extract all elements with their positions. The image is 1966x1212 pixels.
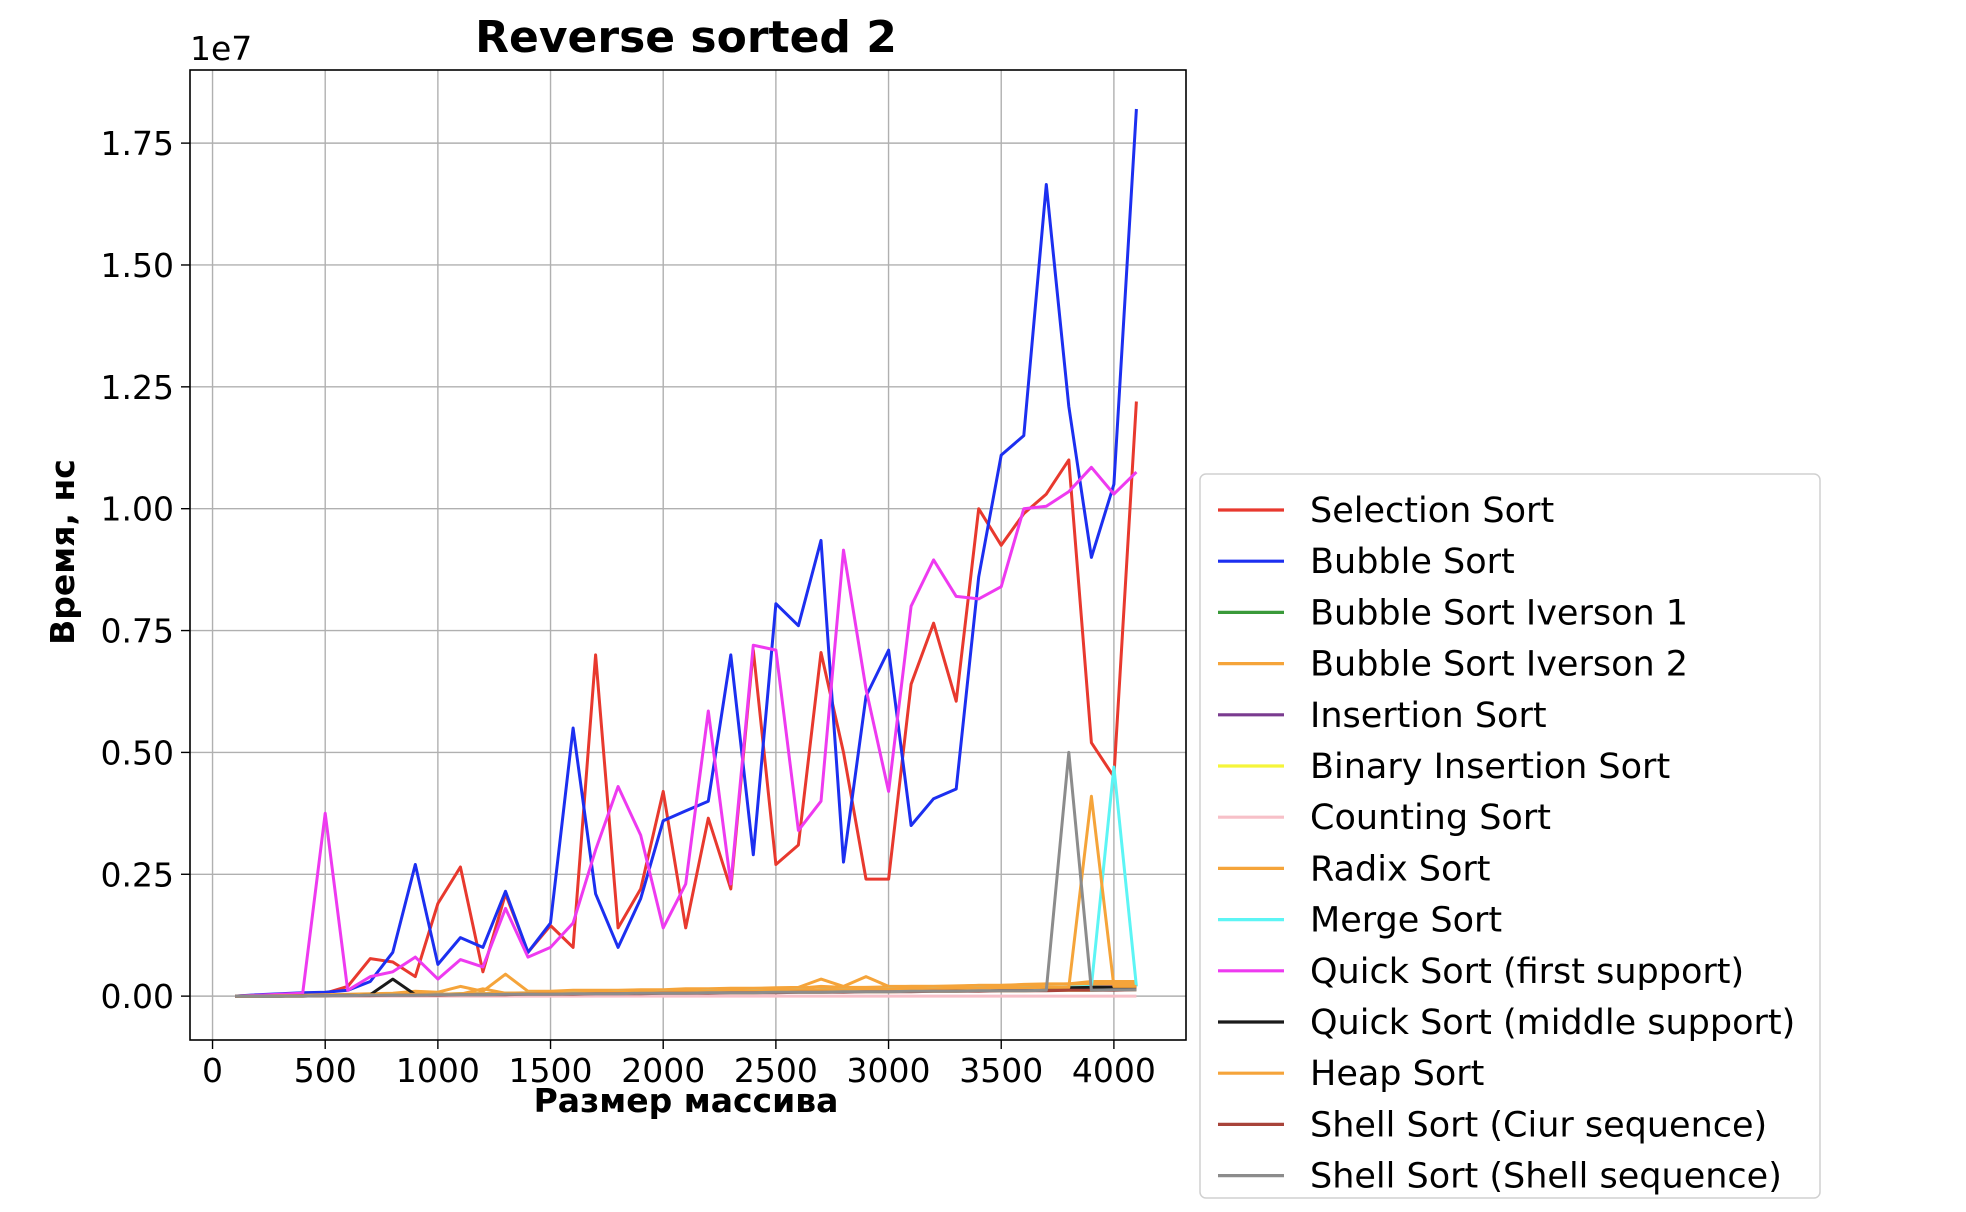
legend-label: Bubble Sort Iverson 1 [1310, 593, 1688, 633]
series-layer [235, 108, 1138, 998]
legend-label: Bubble Sort Iverson 2 [1310, 645, 1688, 685]
plot-frame [189, 69, 1187, 1041]
legend-label: Radix Sort [1310, 849, 1491, 889]
legend-label: Counting Sort [1310, 798, 1551, 838]
y-tick-label: 0.50 [101, 733, 174, 772]
legend: Selection Sort Bubble Sort Bubble Sort Ive… [1199, 473, 1821, 1199]
chart-title: Reverse sorted 2 [475, 12, 897, 63]
x-axis: 0 500 1000 1500 2000 2500 3000 3500 4000 [202, 1040, 1156, 1090]
y-tick-label: 1.00 [101, 490, 174, 529]
legend-label: Insertion Sort [1310, 696, 1547, 736]
legend-label: Quick Sort (middle support) [1310, 1003, 1795, 1043]
y-scale-label: 1e7 [190, 29, 252, 68]
y-tick-label: 1.50 [101, 246, 174, 285]
legend-label: Shell Sort (Ciur sequence) [1310, 1105, 1767, 1145]
y-tick-label: 0.75 [101, 612, 174, 651]
y-tick-label: 0.00 [101, 977, 174, 1016]
y-tick-label: 0.25 [101, 855, 174, 894]
series-line [235, 108, 1138, 998]
x-tick-label: 4000 [1072, 1051, 1156, 1090]
legend-label: Shell Sort (Shell sequence) [1310, 1157, 1782, 1197]
legend-box [1199, 473, 1821, 1199]
y-tick-label: 1.25 [101, 368, 174, 407]
x-tick-label: 3000 [847, 1051, 931, 1090]
x-tick-label: 2500 [734, 1051, 818, 1090]
series-line [235, 465, 1138, 998]
legend-label: Selection Sort [1310, 491, 1554, 531]
x-tick-label: 2000 [621, 1051, 705, 1090]
legend-label: Quick Sort (first support) [1310, 952, 1744, 992]
x-tick-label: 1000 [396, 1051, 480, 1090]
x-tick-label: 3500 [959, 1051, 1043, 1090]
legend-label: Binary Insertion Sort [1310, 747, 1670, 787]
series-line [235, 750, 1137, 998]
x-tick-label: 1500 [509, 1051, 593, 1090]
legend-label: Merge Sort [1310, 901, 1502, 941]
grid-lines [190, 70, 1186, 1040]
legend-label: Bubble Sort [1310, 542, 1515, 582]
y-axis: 0.00 0.25 0.50 0.75 1.00 1.25 1.50 1.75 [101, 124, 190, 1016]
y-tick-label: 1.75 [101, 124, 174, 163]
y-axis-title: Время, нс [43, 459, 82, 645]
x-tick-label: 500 [294, 1051, 357, 1090]
x-axis-title: Размер массива [534, 1081, 839, 1120]
legend-label: Heap Sort [1310, 1054, 1484, 1094]
x-tick-label: 0 [202, 1051, 223, 1090]
